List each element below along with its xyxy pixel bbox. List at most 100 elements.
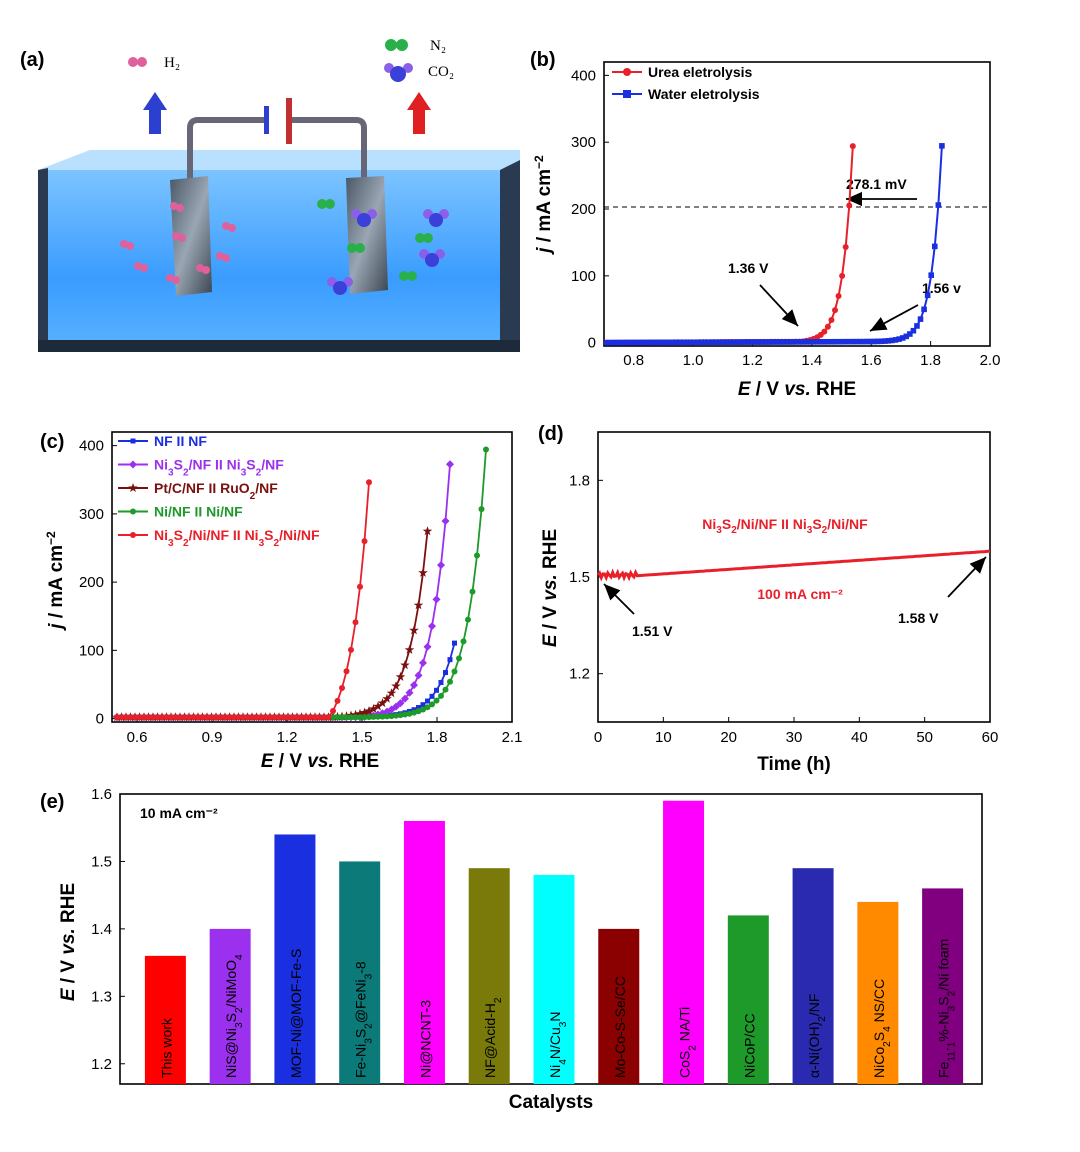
panel-label-d: (d) [538,423,564,445]
data-marker-water [867,338,874,345]
data-marker-water [931,243,938,250]
data-marker-c-4 [213,714,219,721]
data-marker-water [696,339,703,346]
data-marker-c-4 [312,714,318,721]
data-marker-c-4 [231,714,237,721]
bar-6 [533,874,575,1084]
x-tick-label-d: 60 [982,729,999,746]
y-tick-label-b: 100 [571,268,596,285]
data-marker-c-1 [419,658,427,667]
data-marker-c-4 [298,714,305,721]
data-marker-c-2 [418,567,428,577]
data-marker-c-4 [276,714,282,721]
data-marker-water [782,339,788,345]
data-marker-c-0 [425,698,430,704]
data-marker-c-4 [172,714,179,721]
legend-marker-c [128,483,138,492]
data-marker-water [899,335,906,341]
data-marker-c-1 [423,642,432,651]
current-density-label-d: 100 mA cm⁻² [757,586,843,602]
y-axis-label-c: j / mA cm−2 [44,531,67,632]
data-marker-water [700,339,706,346]
data-marker-c-4 [163,714,170,721]
data-marker-c-0 [447,657,453,663]
data-marker-c-4 [361,538,368,545]
data-marker-water [657,339,664,346]
y-tick-label-b: 400 [571,67,596,84]
arrow-158v [947,556,987,598]
y-tick-label-d: 1.5 [569,569,590,586]
data-marker-c-1 [428,622,436,631]
y-tick-label-c: 100 [79,642,104,659]
data-marker-c-4 [258,714,264,721]
data-marker-c-3 [469,588,476,595]
x-axis-label-e: Catalysts [509,1092,594,1113]
x-axis-label-b: E / V vs. RHE [738,379,856,400]
data-marker-water [907,331,913,337]
data-marker-water [871,338,877,345]
data-marker-water [810,339,817,345]
battery-negative [264,106,269,134]
data-marker-water [757,339,763,345]
data-marker-water [835,338,842,345]
annotation-136v: 1.36 V [728,260,769,276]
y-tick-label-e: 1.3 [91,988,112,1005]
data-marker-urea [846,202,853,209]
data-marker-c-3 [397,712,404,719]
tank-base [38,340,520,352]
data-marker-c-4 [325,714,332,721]
data-marker-c-0 [429,693,435,699]
y-tick-label-d: 1.8 [569,472,590,489]
legend-marker-c [129,460,137,469]
x-tick-label-d: 20 [720,729,737,746]
data-marker-water [846,338,853,345]
data-marker-water [714,339,721,346]
data-marker-c-4 [159,714,165,721]
data-marker-water [611,339,617,346]
bar-0 [144,955,186,1084]
data-marker-water [682,339,689,346]
data-marker-c-4 [217,714,224,721]
data-marker-water [874,338,881,345]
x-tick-label-d: 50 [916,729,933,746]
data-marker-c-2 [409,625,419,635]
data-marker-c-4 [294,714,300,721]
data-marker-urea [828,316,835,323]
panel-label-b: (b) [530,49,556,71]
data-marker-c-4 [316,714,323,721]
legend-marker-c [130,532,136,538]
legend-label-b: Water eletrolysis [648,86,760,102]
data-marker-c-4 [199,714,206,721]
data-marker-c-0 [443,670,448,676]
x-tick-label-c: 0.9 [202,729,223,746]
data-marker-c-3 [447,678,453,685]
x-axis-label-c: E / V vs. RHE [261,751,379,772]
data-marker-water [671,339,678,346]
h2-label: H₂ [164,55,180,71]
data-marker-c-3 [366,714,372,721]
data-marker-c-2 [386,688,397,698]
data-marker-water [711,339,717,346]
data-marker-c-4 [267,714,273,721]
data-marker-water [675,339,682,346]
products-arrow-up [407,92,431,134]
data-marker-water [654,339,660,346]
data-marker-c-4 [348,646,354,653]
x-tick-label-b: 1.0 [683,352,704,369]
plot-frame-c [111,431,513,723]
data-marker-water [896,336,902,342]
x-tick-label-d: 30 [786,729,803,746]
x-tick-label-d: 40 [851,729,868,746]
data-marker-c-2 [368,704,379,714]
bar-label-9: NiCoP/CC [741,1013,757,1078]
data-marker-water [604,339,610,346]
data-marker-c-4 [352,619,359,626]
legend-marker-urea [623,68,631,76]
bar-3 [339,861,381,1084]
n2-bubbles [317,199,433,281]
data-marker-c-3 [478,506,485,513]
data-marker-c-3 [411,709,417,716]
h2-bubbles [120,202,236,284]
data-marker-water [607,339,614,346]
data-marker-c-0 [416,705,421,711]
